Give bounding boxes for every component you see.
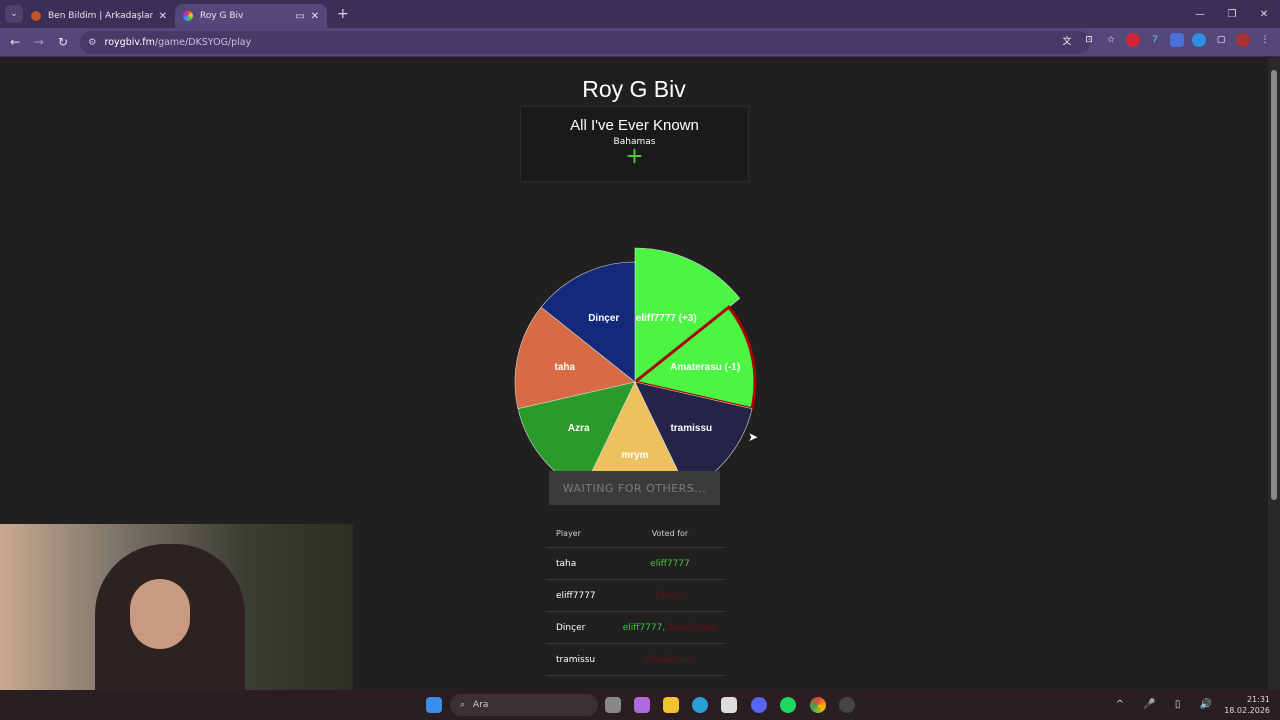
discord-icon[interactable] <box>751 697 767 713</box>
restore-button[interactable]: ❐ <box>1227 8 1237 20</box>
close-icon[interactable]: ✕ <box>310 10 319 22</box>
table-row: tramissu Amaterasu <box>546 644 724 676</box>
close-window-button[interactable]: ✕ <box>1259 8 1269 20</box>
url-host: roygbiv.fm <box>104 37 155 48</box>
waiting-button: WAITING FOR OTHERS... <box>549 471 720 505</box>
favicon-icon <box>183 11 193 21</box>
player-name: tramissu <box>556 654 596 665</box>
address-bar[interactable]: ⚙ roygbiv.fm/game/DKSYOG/play <box>80 31 1090 54</box>
add-icon[interactable]: + <box>625 144 644 169</box>
table-row: taha eliff7777 <box>546 548 724 580</box>
pie-slice <box>517 381 636 473</box>
vote-name: eliff7777 <box>650 558 690 569</box>
scrollbar-thumb[interactable] <box>1271 70 1277 500</box>
taskbar: ⌕ Ara ^ 🎤 ▯ 🔊 21:31 18.02.2026 <box>0 690 1280 720</box>
pie-slice <box>634 247 741 383</box>
search-icon: ⌕ <box>460 700 466 710</box>
taskbar-search[interactable]: ⌕ Ara <box>450 694 598 716</box>
reload-button[interactable]: ↻ <box>57 35 69 49</box>
tab-ben-bildim[interactable]: Ben Bildim | Arkadaşlarınla Onli ✕ <box>23 4 175 28</box>
song-title: All I've Ever Known <box>570 117 699 134</box>
slice-label: mrym <box>621 450 648 461</box>
close-icon[interactable]: ✕ <box>158 10 167 22</box>
page-title: Roy G Biv <box>582 76 686 102</box>
tab-roy-g-biv[interactable]: Roy G Biv ▭ ✕ <box>175 4 327 28</box>
nav-bar: ← → ↻ ⚙ roygbiv.fm/game/DKSYOG/play 文 ⊡ ☆ 7… <box>0 28 1280 57</box>
slice-label: Azra <box>568 423 590 434</box>
vote-name: eliff7777 <box>622 622 663 633</box>
player-pie: eliff7777 (+3) Amaterasu (-1) tramissu mrym… <box>514 247 757 473</box>
edge-icon[interactable] <box>692 697 708 713</box>
translate-icon[interactable]: 文 <box>1062 36 1072 47</box>
url-path: /game/DKSYOG/play <box>154 37 252 48</box>
voted-for-cell: eliff7777 <box>616 559 724 569</box>
player-name: taha <box>556 558 577 569</box>
extension-icon[interactable] <box>1126 33 1140 47</box>
chrome-icon[interactable] <box>810 697 826 713</box>
time: 21:31 <box>1246 695 1270 704</box>
extension-icon[interactable] <box>1170 33 1184 47</box>
song-artist: Bahamas <box>613 137 656 147</box>
install-icon[interactable]: ⊡ <box>1085 35 1093 45</box>
mouse-cursor-icon: ➤ <box>748 430 759 444</box>
webcam-face <box>130 579 190 649</box>
tab-search-button[interactable]: ⌄ <box>5 5 23 23</box>
vote-name: Amaterasu <box>645 654 695 665</box>
cast-icon: ▭ <box>295 10 305 22</box>
system-tray[interactable]: ^ 🎤 ▯ 🔊 <box>1115 699 1220 710</box>
player-name: Dinçer <box>556 622 586 633</box>
task-view-icon[interactable] <box>605 697 621 713</box>
puzzle-icon[interactable]: ▢ <box>1216 35 1226 45</box>
table-row: Dinçer eliff7777, Amaterasu <box>546 612 724 644</box>
pie-slice <box>514 306 636 410</box>
slice-label: eliff7777 (+3) <box>636 313 697 324</box>
vote-name: Dinçer <box>655 590 685 601</box>
file-explorer-icon[interactable] <box>663 697 679 713</box>
votes-table: Player Voted for taha eliff7777 eliff7777 Di… <box>546 520 724 676</box>
forward-button[interactable]: → <box>33 35 45 49</box>
back-button[interactable]: ← <box>9 35 21 49</box>
table-header: Player Voted for <box>546 520 724 548</box>
pie-slice <box>631 305 757 411</box>
vote-name: Amaterasu <box>668 622 718 633</box>
clock[interactable]: 21:31 18.02.2026 <box>1224 694 1270 716</box>
minimize-button[interactable]: — <box>1195 8 1205 20</box>
favicon-icon <box>31 11 41 21</box>
song-card: All I've Ever Known Bahamas + <box>520 106 749 182</box>
tab-title: Ben Bildim | Arkadaşlarınla Onli <box>48 11 153 21</box>
table-row: eliff7777 Dinçer <box>546 580 724 612</box>
avatar[interactable] <box>1236 33 1250 47</box>
slice-label: tramissu <box>670 423 712 434</box>
voted-for-cell: Dinçer <box>616 591 724 601</box>
extension-icon[interactable] <box>1192 33 1206 47</box>
voted-for-cell: eliff7777, Amaterasu <box>622 622 718 633</box>
webcam-overlay <box>0 524 353 690</box>
pie-slice <box>590 381 680 473</box>
site-info-icon[interactable]: ⚙ <box>88 37 97 48</box>
scrollbar[interactable] <box>1268 58 1280 690</box>
new-tab-button[interactable]: + <box>337 6 349 22</box>
obs-icon[interactable] <box>839 697 855 713</box>
voted-for-cell: Amaterasu <box>616 655 724 665</box>
tab-bar: ⌄ Ben Bildim | Arkadaşlarınla Onli ✕ Roy … <box>0 0 1280 28</box>
copilot-icon[interactable] <box>634 697 650 713</box>
store-icon[interactable] <box>721 697 737 713</box>
slice-label: Dinçer <box>588 313 619 324</box>
menu-icon[interactable]: ⋮ <box>1260 35 1270 45</box>
extension-icon[interactable]: 7 <box>1152 35 1158 45</box>
spotify-icon[interactable] <box>780 697 796 713</box>
slice-label: taha <box>555 362 576 373</box>
pie-slice <box>634 381 753 473</box>
header-voted-for: Voted for <box>651 529 689 538</box>
slice-label: Amaterasu (-1) <box>670 362 740 373</box>
search-placeholder: Ara <box>473 700 489 710</box>
header-player: Player <box>556 529 581 538</box>
tab-title: Roy G Biv <box>200 11 244 21</box>
star-icon[interactable]: ☆ <box>1106 35 1116 45</box>
start-icon[interactable] <box>426 697 442 713</box>
date: 18.02.2026 <box>1224 706 1270 715</box>
player-name: eliff7777 <box>556 590 596 601</box>
pie-slice <box>540 261 636 383</box>
